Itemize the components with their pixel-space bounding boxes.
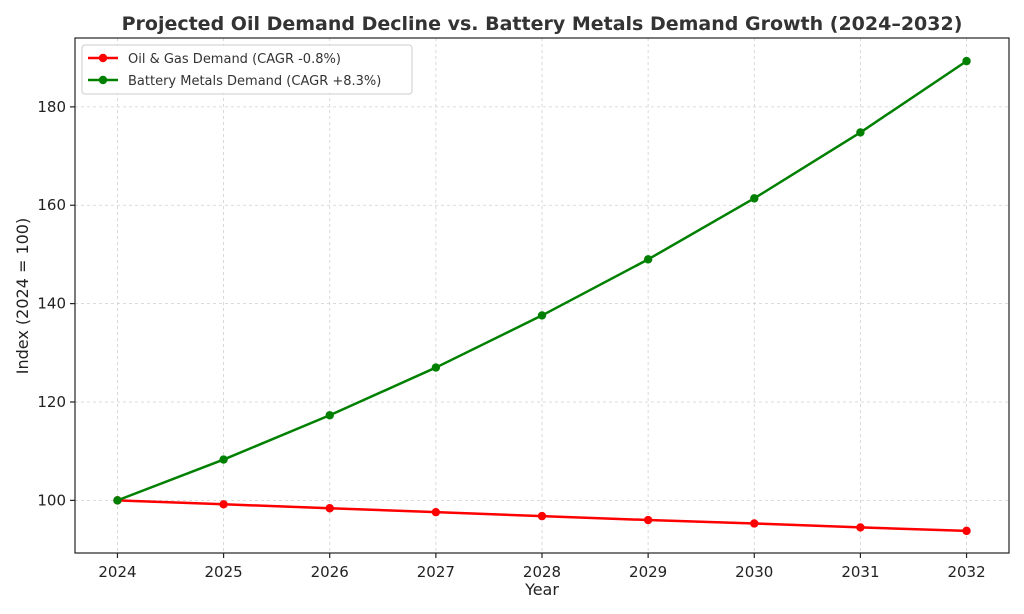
series-layer [113,56,971,536]
x-tick-label: 2030 [735,563,773,581]
data-point [856,128,865,137]
y-axis-label: Index (2024 = 100) [13,218,32,374]
data-point [219,500,228,509]
y-tick-label: 160 [37,196,66,214]
legend: Oil & Gas Demand (CAGR -0.8%) Battery Met… [81,44,413,95]
data-point [856,523,865,532]
data-point [325,411,334,420]
data-point [750,519,759,528]
x-tick-label: 2028 [523,563,561,581]
x-axis-label: Year [524,580,559,599]
data-point [113,496,122,505]
data-point [431,507,441,517]
data-point [431,363,441,372]
data-point [643,515,653,525]
x-tick-label: 2027 [417,563,455,581]
axes [74,37,1010,554]
y-tick-label: 140 [37,295,66,313]
data-point [750,194,759,203]
data-point [962,56,971,66]
x-tick-label: 2029 [629,563,667,581]
legend-box [81,44,413,95]
data-point [962,526,971,536]
grid [75,38,1009,553]
legend-marker-0 [98,53,108,63]
plot-frame [74,37,1010,554]
ticks: 2024 2025 2026 2027 2028 2029 2030 2031 2032 100 1… [37,98,985,581]
data-point [537,511,547,521]
x-tick-label: 2032 [947,563,985,581]
y-tick-label: 180 [37,98,66,116]
x-tick-label: 2026 [311,563,349,581]
x-tick-label: 2031 [841,563,879,581]
data-point [325,504,334,513]
data-point [537,311,547,320]
data-point [643,255,653,264]
y-tick-label: 100 [37,491,66,509]
chart-title: Projected Oil Demand Decline vs. Battery… [122,13,963,35]
x-tick-label: 2025 [204,563,242,581]
legend-label-0: Oil & Gas Demand (CAGR -0.8%) [128,52,341,67]
data-point [219,455,228,464]
legend-label-1: Battery Metals Demand (CAGR +8.3%) [128,74,381,89]
y-tick-label: 120 [37,393,66,411]
x-tick-label: 2024 [98,563,136,581]
legend-marker-1 [98,75,108,85]
